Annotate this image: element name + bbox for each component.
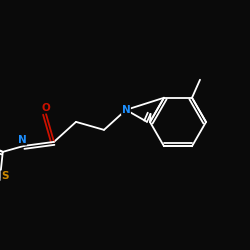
Text: S: S	[1, 171, 8, 181]
Text: O: O	[42, 103, 50, 113]
Text: N: N	[18, 135, 26, 145]
Text: N: N	[122, 105, 130, 115]
